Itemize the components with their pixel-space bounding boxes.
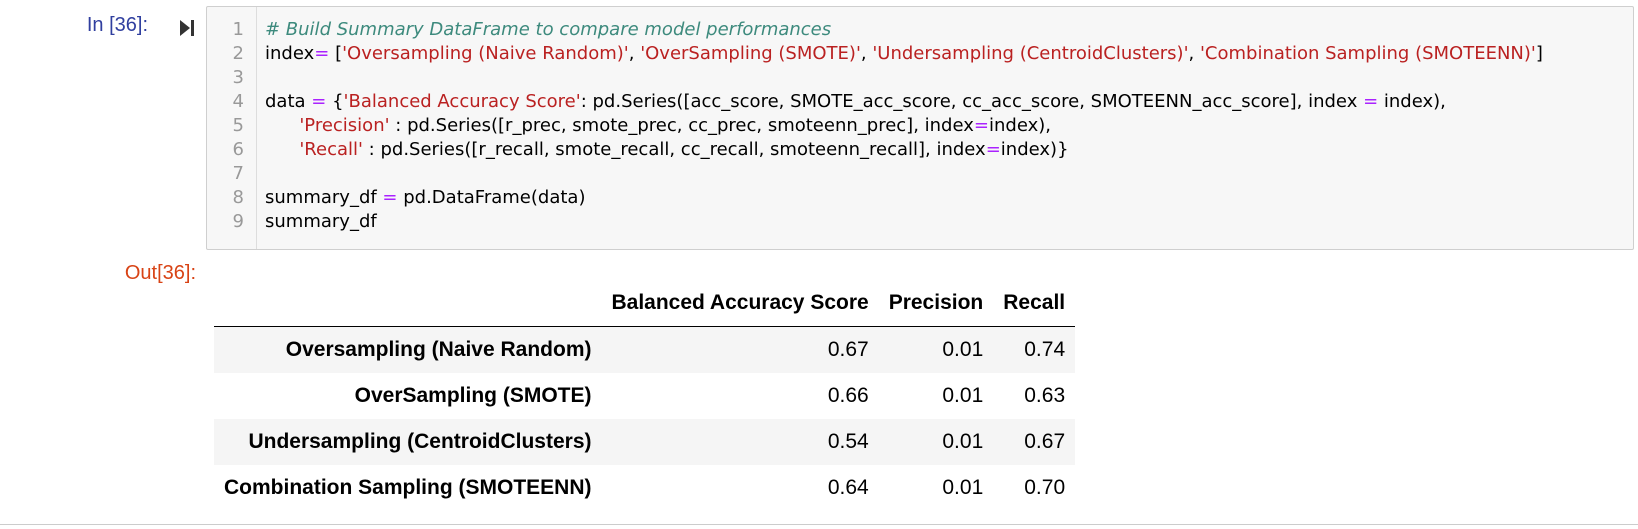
code-token: [	[329, 43, 343, 64]
table-row: Undersampling (CentroidClusters) 0.54 0.…	[214, 419, 1076, 465]
line-number: 4	[232, 91, 244, 112]
code-string: 'Undersampling (CentroidClusters)'	[872, 43, 1189, 64]
code-token: data	[265, 91, 312, 112]
code-token	[265, 115, 299, 136]
column-header: Balanced Accuracy Score	[601, 280, 879, 327]
code-line: data = {'Balanced Accuracy Score': pd.Se…	[265, 89, 1446, 114]
code-token: index),	[988, 115, 1051, 136]
code-line: summary_df	[265, 209, 377, 234]
code-line: index= ['Oversampling (Naive Random)', '…	[265, 41, 1543, 66]
code-token: index),	[1378, 91, 1446, 112]
code-operator: =	[973, 115, 989, 136]
code-line: 'Precision' : pd.Series([r_prec, smote_p…	[265, 113, 1051, 138]
summary-dataframe: Balanced Accuracy Score Precision Recall…	[214, 280, 1076, 511]
table-cell: 0.54	[827, 430, 869, 453]
code-line: 'Recall' : pd.Series([r_recall, smote_re…	[265, 137, 1069, 162]
table-cell: 0.64	[827, 476, 869, 499]
table-cell: 0.67	[1024, 430, 1066, 453]
table-row: Oversampling (Naive Random) 0.67 0.01 0.…	[214, 326, 1076, 373]
table-cell: 0.01	[942, 338, 984, 361]
row-index-label: Combination Sampling (SMOTEENN)	[224, 476, 592, 499]
step-run-icon[interactable]	[178, 18, 196, 38]
code-string: 'Combination Sampling (SMOTEENN)'	[1199, 43, 1536, 64]
table-cell: 0.01	[942, 430, 984, 453]
row-index-label: Undersampling (CentroidClusters)	[248, 430, 592, 453]
table-cell: 0.67	[827, 338, 869, 361]
code-operator: =	[382, 187, 398, 208]
code-token: ,	[628, 43, 641, 64]
code-token: ,	[1188, 43, 1200, 64]
code-string: 'Oversampling (Naive Random)'	[342, 43, 629, 64]
row-index-label: OverSampling (SMOTE)	[354, 384, 592, 407]
code-cell[interactable]: 1 2 3 4 5 6 7 8 9 # Build Summary DataFrame to c…	[206, 6, 1634, 250]
row-index-label: Oversampling (Naive Random)	[285, 338, 592, 361]
column-header: Precision	[878, 280, 994, 327]
code-line: summary_df = pd.DataFrame(data)	[265, 185, 585, 210]
line-number: 7	[232, 163, 244, 184]
code-string: 'Recall'	[299, 139, 363, 160]
code-token: : pd.Series([r_prec, smote_prec, cc_prec…	[389, 115, 974, 136]
line-number: 1	[232, 19, 244, 40]
code-comment: # Build Summary DataFrame to compare mod…	[265, 19, 832, 40]
code-token: summary_df	[265, 211, 377, 232]
code-token: pd.DataFrame(data)	[397, 187, 586, 208]
code-operator: =	[1363, 91, 1379, 112]
code-token: : pd.Series([acc_score, SMOTE_acc_score,…	[580, 91, 1364, 112]
code-string: 'OverSampling (SMOTE)'	[640, 43, 861, 64]
table-cell: 0.70	[1024, 476, 1066, 499]
code-line: # Build Summary DataFrame to compare mod…	[265, 17, 831, 42]
line-number: 5	[232, 115, 244, 136]
line-number: 6	[232, 139, 244, 160]
code-token: summary_df	[265, 187, 383, 208]
code-token: : pd.Series([r_recall, smote_recall, cc_…	[362, 139, 986, 160]
code-operator: =	[985, 139, 1001, 160]
table-cell: 0.63	[1024, 384, 1066, 407]
input-prompt: In [36]:	[86, 14, 148, 36]
line-number: 9	[232, 211, 244, 232]
table-row: OverSampling (SMOTE) 0.66 0.01 0.63	[214, 373, 1075, 419]
line-number: 3	[232, 67, 244, 88]
table-row: Combination Sampling (SMOTEENN) 0.64 0.0…	[214, 465, 1075, 511]
table-cell: 0.01	[942, 476, 984, 499]
line-number-gutter: 1 2 3 4 5 6 7 8 9	[207, 7, 257, 249]
output-prompt: Out[36]:	[124, 262, 196, 284]
table-cell: 0.66	[827, 384, 869, 407]
code-token: index	[265, 43, 315, 64]
code-token	[265, 139, 299, 160]
table-cell: 0.74	[1024, 338, 1066, 361]
code-token: ,	[860, 43, 873, 64]
line-number: 8	[232, 187, 244, 208]
line-number: 2	[232, 43, 244, 64]
code-token: {	[326, 91, 344, 112]
table-cell: 0.01	[942, 384, 984, 407]
code-string: 'Balanced Accuracy Score'	[343, 91, 581, 112]
column-header: Recall	[993, 280, 1076, 327]
cell-divider	[0, 524, 1638, 525]
table-header-row: Balanced Accuracy Score Precision Recall	[214, 280, 1076, 327]
code-token: ]	[1535, 43, 1543, 64]
code-string: 'Precision'	[299, 115, 390, 136]
code-operator: =	[314, 43, 330, 64]
code-token: index)}	[1000, 139, 1069, 160]
index-header	[214, 280, 602, 327]
code-operator: =	[311, 91, 327, 112]
